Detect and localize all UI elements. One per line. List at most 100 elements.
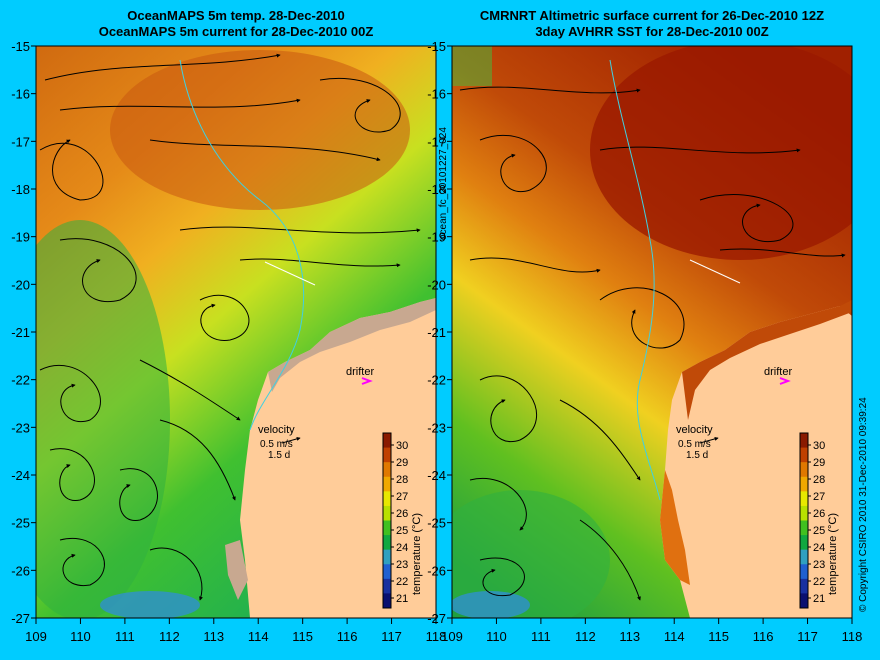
left-lat-tick-label: -24 <box>11 468 30 483</box>
left-lon-tick-label: 117 <box>381 629 402 644</box>
left-lon-tick-label: 113 <box>203 629 224 644</box>
right-colorbar-segment <box>800 593 808 609</box>
left-lat-tick-label: -19 <box>11 230 30 245</box>
left-lon-tick-label: 116 <box>337 629 358 644</box>
left-lat-tick-label: -15 <box>11 39 30 54</box>
right-colorbar-segment <box>800 462 808 478</box>
right-colorbar-segment <box>800 433 808 449</box>
left-speed-label: 0.5 m/s <box>260 439 293 450</box>
right-lat-tick-label: -17 <box>427 134 446 149</box>
right-colorbar-segment <box>800 520 808 536</box>
left-colorbar-segment <box>383 462 391 478</box>
right-days-label: 1.5 d <box>686 450 708 461</box>
left-colorbar-segment <box>383 564 391 580</box>
right-lon-tick-label: 113 <box>619 629 640 644</box>
right-colorbar-tick-label: 28 <box>813 474 825 486</box>
right-lon-tick-label: 118 <box>842 629 863 644</box>
left-map-panel <box>36 46 436 618</box>
right-lat-tick-label: -24 <box>427 468 446 483</box>
right-title-line1: CMRNRT Altimetric surface current for 26… <box>479 8 825 23</box>
right-transect-line <box>689 259 741 284</box>
right-colorbar-tick-label: 23 <box>813 559 825 571</box>
left-lon-tick-label: 114 <box>248 629 269 644</box>
right-colorbar-segment <box>800 505 808 521</box>
left-colorbar-tick-label: 30 <box>396 440 408 452</box>
left-title: OceanMAPS 5m temp. 28-Dec-2010 OceanMAPS… <box>36 8 436 40</box>
left-drifter-label: drifter <box>346 366 374 378</box>
right-drifter-marker <box>779 377 791 385</box>
left-colorbar-segment <box>383 447 391 463</box>
right-colorbar-segment <box>800 491 808 507</box>
right-lon-tick-label: 111 <box>531 629 551 644</box>
right-lon-tick-label: 109 <box>441 629 463 644</box>
right-colorbar-segment <box>800 535 808 551</box>
left-lat-tick-label: -18 <box>11 182 30 197</box>
left-title-line2: OceanMAPS 5m current for 28-Dec-2010 00Z <box>98 24 374 39</box>
right-shelf-contour <box>609 59 661 501</box>
left-colorbar-segment <box>383 535 391 551</box>
left-colorbar-segment <box>383 433 391 449</box>
right-colorbar-tick-label: 25 <box>813 525 825 537</box>
left-lon-tick-label: 109 <box>25 629 47 644</box>
left-lat-tick-label: -21 <box>11 325 30 340</box>
left-lon-tick-label: 111 <box>115 629 135 644</box>
right-speed-label: 0.5 m/s <box>678 439 711 450</box>
left-transect-line <box>264 261 316 286</box>
left-lat-tick-label: -25 <box>11 516 30 531</box>
right-lat-tick-label: -21 <box>427 325 446 340</box>
copyright-text: © Copyright CSIRO 2010 31-Dec-2010 09:39… <box>858 397 869 612</box>
right-colorbar-tick-label: 24 <box>813 542 825 554</box>
left-colorbar-segment <box>383 549 391 565</box>
left-lon-tick-label: 110 <box>70 629 91 644</box>
left-velocity-label: velocity <box>258 424 295 436</box>
right-colorbar-label: temperature (°C) <box>827 513 839 595</box>
left-island <box>225 540 248 600</box>
right-colorbar-segment <box>800 447 808 463</box>
right-colorbar-tick-label: 27 <box>813 491 825 503</box>
right-lon-tick-label: 114 <box>664 629 685 644</box>
left-lon-tick-label: 118 <box>426 629 447 644</box>
left-velocity-arrow <box>281 436 301 444</box>
right-cloud-gap <box>452 46 492 86</box>
left-lon-tick-label: 115 <box>292 629 313 644</box>
forecast-id-text: ocean_fc_20101227_024 <box>438 127 449 240</box>
right-coastal-sst <box>682 300 852 420</box>
left-green-patch <box>36 220 170 618</box>
right-colorbar-segment <box>800 564 808 580</box>
right-colorbar-tick-label: 22 <box>813 576 825 588</box>
right-cool-patch <box>452 591 530 618</box>
right-lat-tick-label: -15 <box>427 39 446 54</box>
left-lat-tick-label: -16 <box>11 87 30 102</box>
left-colorbar-tick-label: 22 <box>396 576 408 588</box>
left-colorbar-tick-label: 27 <box>396 491 408 503</box>
right-colorbar-tick-label: 26 <box>813 508 825 520</box>
right-lat-tick-label: -18 <box>427 182 446 197</box>
left-colorbar-tick-label: 23 <box>396 559 408 571</box>
right-velocity-label: velocity <box>676 424 713 436</box>
left-colorbar-tick-label: 24 <box>396 542 408 554</box>
left-lon-tick-label: 112 <box>159 629 180 644</box>
axes-layer: 109 110 111 112 113 114 115 116 117 118 -15 -16 -17 -… <box>11 39 862 644</box>
right-velocity-arrow <box>699 436 719 444</box>
left-shelf-land <box>268 298 436 392</box>
right-warm-patch <box>590 46 852 260</box>
left-colorbar-segment <box>383 520 391 536</box>
left-colorbar-frame <box>382 432 392 609</box>
right-lat-tick-label: -16 <box>427 87 446 102</box>
right-lat-tick-label: -20 <box>427 277 446 292</box>
right-lon-tick-label: 116 <box>753 629 774 644</box>
left-colorbar-label: temperature (°C) <box>411 513 423 595</box>
left-current-streamlines <box>39 53 421 601</box>
left-colorbar-tick-label: 26 <box>396 508 408 520</box>
left-colorbar-segment <box>383 578 391 594</box>
right-colorbar-segment <box>800 476 808 492</box>
right-colorbar-frame <box>799 432 809 609</box>
left-cool-patch <box>100 591 200 618</box>
right-lon-tick-label: 110 <box>486 629 507 644</box>
left-lat-tick-label: -20 <box>11 277 30 292</box>
right-colorbar-tick-label: 21 <box>813 593 825 605</box>
right-green-patch <box>452 490 610 618</box>
right-lon-tick-label: 115 <box>708 629 729 644</box>
left-title-line1: OceanMAPS 5m temp. 28-Dec-2010 <box>127 8 345 23</box>
